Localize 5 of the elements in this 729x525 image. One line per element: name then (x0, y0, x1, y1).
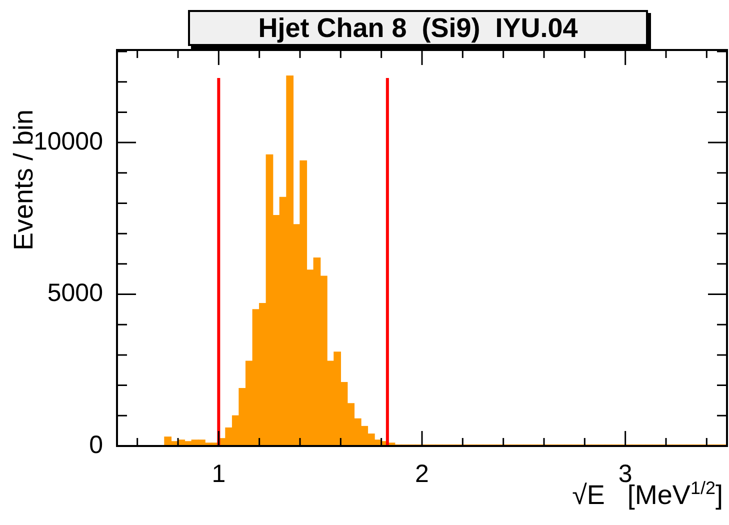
chart-title: Hjet Chan 8 (Si9) IYU.04 (188, 10, 648, 46)
y-tick-label: 0 (89, 430, 103, 459)
y-tick-label: 5000 (47, 279, 103, 308)
x-tick-label: 1 (212, 460, 226, 488)
x-tick-label: 2 (415, 460, 429, 488)
